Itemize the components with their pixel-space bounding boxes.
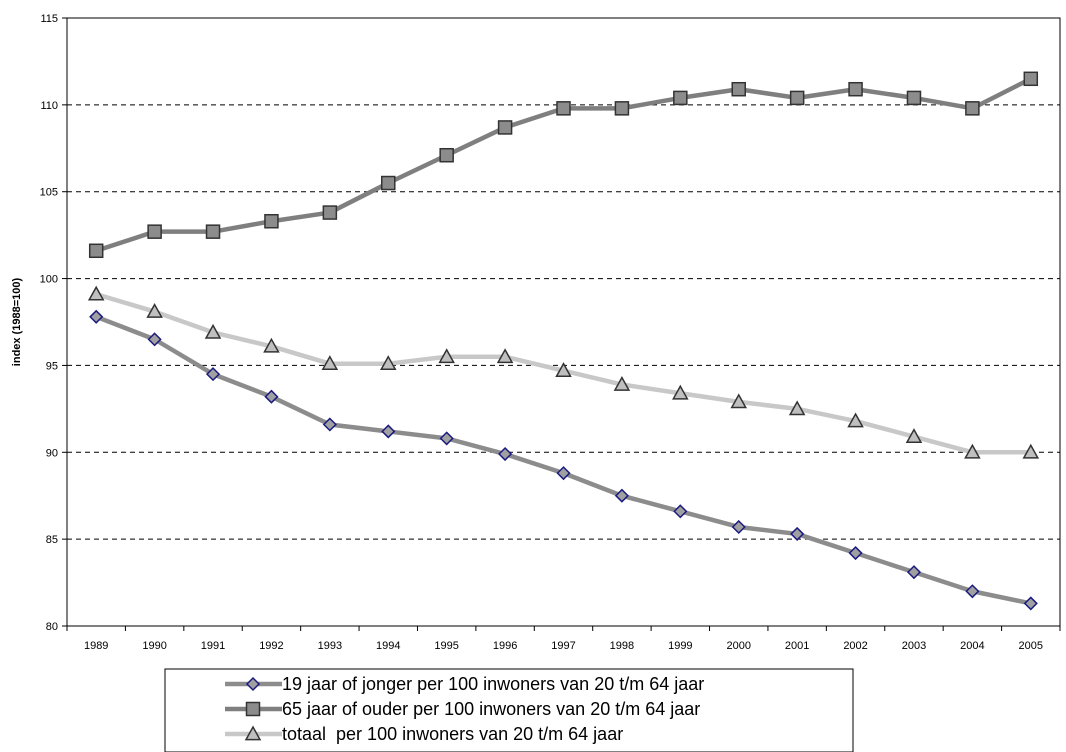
data-point — [905, 428, 923, 444]
data-point — [614, 488, 629, 503]
data-point — [147, 332, 162, 347]
data-point — [790, 526, 805, 541]
data-point — [556, 101, 571, 116]
legend-item: 65 jaar of ouder per 100 inwoners van 20… — [225, 699, 700, 719]
data-point — [1023, 71, 1039, 87]
data-point — [847, 412, 864, 428]
data-point — [264, 213, 279, 229]
legend-marker — [245, 701, 261, 717]
data-point — [848, 545, 863, 561]
data-point — [673, 90, 688, 106]
data-point — [438, 348, 455, 364]
data-point — [263, 337, 280, 353]
data-point — [964, 443, 981, 459]
x-tick-label: 2003 — [902, 640, 926, 652]
legend: 19 jaar of jonger per 100 inwoners van 2… — [164, 668, 854, 752]
x-tick-label: 2001 — [785, 640, 809, 652]
legend-marker — [245, 676, 261, 692]
y-tick-label: 105 — [40, 187, 58, 199]
x-axis: 1989 1990 1991 1992 1993 1994 1995 1996 1997 1998… — [66, 626, 1061, 652]
data-point — [497, 120, 513, 135]
series-diamond — [89, 309, 1038, 611]
data-point — [1022, 443, 1040, 459]
data-point — [147, 224, 162, 239]
data-point — [730, 393, 748, 409]
data-point — [1023, 596, 1038, 611]
legend-marker — [244, 725, 262, 741]
y-tick-label: 85 — [46, 534, 58, 546]
y-tick-label: 95 — [46, 360, 58, 372]
data-point — [205, 224, 221, 239]
data-point — [88, 243, 104, 259]
series-square — [88, 71, 1039, 259]
x-tick-label: 1991 — [201, 640, 225, 652]
data-point — [322, 205, 338, 220]
x-tick-label: 1995 — [434, 640, 458, 652]
data-point — [321, 355, 339, 371]
x-tick-label: 1996 — [493, 640, 517, 652]
y-tick-label: 115 — [40, 13, 58, 25]
x-tick-label: 2000 — [726, 640, 750, 652]
data-point — [204, 323, 222, 339]
data-point — [89, 309, 104, 324]
data-point — [439, 147, 454, 163]
series-group — [87, 71, 1040, 611]
data-point — [498, 446, 513, 462]
y-tick-label: 110 — [40, 100, 58, 112]
data-point — [379, 355, 397, 371]
data-point — [965, 101, 980, 116]
data-point — [672, 384, 689, 400]
data-point — [731, 519, 746, 535]
plot-area — [66, 17, 1061, 627]
y-axis: 80 85 90 95 100 105 110 115 — [40, 13, 67, 633]
x-tick-label: 1989 — [84, 640, 108, 652]
data-point — [322, 417, 337, 432]
data-point — [848, 81, 863, 97]
x-tick-label: 1993 — [318, 640, 342, 652]
x-tick-label: 1992 — [259, 640, 283, 652]
data-point — [731, 81, 746, 97]
x-tick-label: 1994 — [376, 640, 400, 652]
data-point — [906, 565, 922, 580]
data-point — [205, 367, 221, 382]
x-tick-label: 2002 — [843, 640, 867, 652]
data-point — [146, 303, 163, 318]
data-point — [906, 90, 922, 106]
data-point — [381, 175, 396, 191]
x-tick-label: 2005 — [1019, 640, 1043, 652]
series-triangle — [87, 285, 1040, 459]
data-point — [381, 424, 396, 439]
x-tick-label: 1998 — [610, 640, 634, 652]
x-tick-label: 1999 — [668, 640, 692, 652]
x-tick-label: 2004 — [960, 640, 984, 652]
data-point — [496, 348, 514, 364]
legend-item: totaal per 100 inwoners van 20 t/m 64 ja… — [225, 724, 623, 744]
data-point — [965, 584, 980, 599]
data-point — [673, 504, 688, 519]
legend-label: totaal per 100 inwoners van 20 t/m 64 ja… — [282, 724, 623, 744]
legend-label: 19 jaar of jonger per 100 inwoners van 2… — [282, 674, 704, 694]
data-point — [439, 431, 454, 446]
data-point — [788, 400, 806, 416]
x-tick-label: 1990 — [142, 640, 166, 652]
data-point — [87, 285, 105, 301]
data-point — [789, 90, 805, 106]
data-point — [613, 375, 631, 391]
y-axis-label: index (1988=100) — [11, 277, 23, 366]
data-point — [556, 466, 571, 481]
y-tick-label: 100 — [40, 274, 58, 286]
data-point — [614, 101, 630, 116]
series-line — [95, 314, 1032, 606]
data-point — [264, 389, 279, 404]
y-tick-label: 80 — [46, 621, 58, 633]
y-tick-label: 90 — [46, 447, 58, 459]
legend-label: 65 jaar of ouder per 100 inwoners van 20… — [282, 699, 700, 719]
data-point — [555, 362, 572, 377]
x-tick-label: 1997 — [551, 640, 575, 652]
legend-item: 19 jaar of jonger per 100 inwoners van 2… — [225, 674, 704, 694]
